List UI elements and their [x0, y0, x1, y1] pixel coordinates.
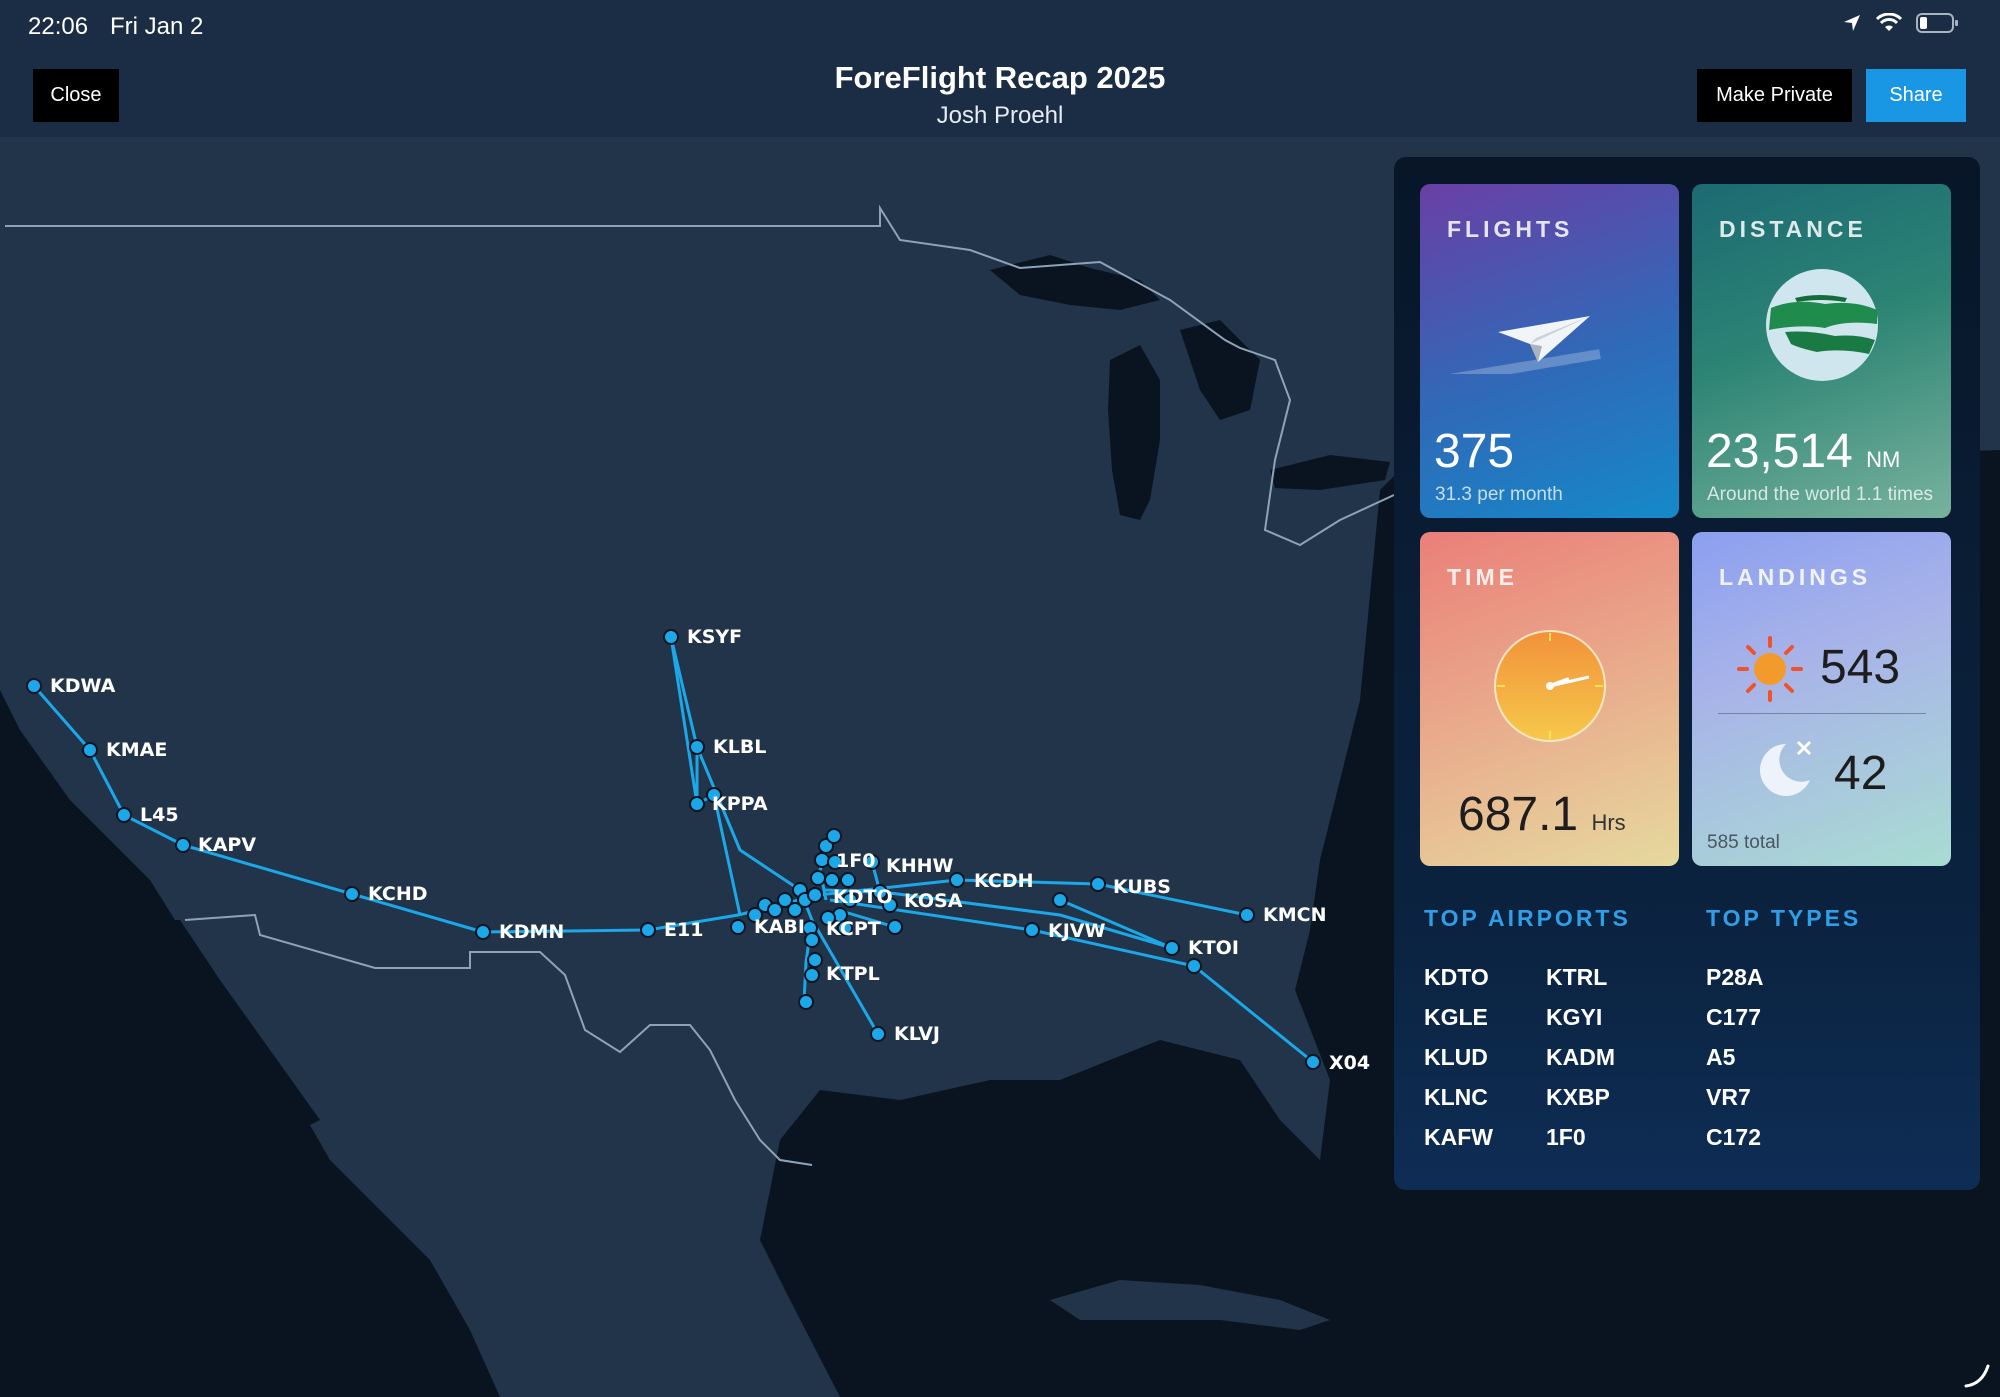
map-label-ktpl: KTPL — [826, 963, 880, 985]
flights-count: 375 — [1434, 425, 1515, 478]
map-label-khhw: KHHW — [886, 855, 954, 877]
top-airport-item: KLNC — [1424, 1084, 1488, 1110]
landings-label: LANDINGS — [1719, 564, 1872, 590]
top-airport-item: KDTO — [1424, 964, 1489, 990]
distance-value: 23,514 NM — [1706, 424, 1900, 479]
distance-around-world: Around the world 1.1 times — [1707, 484, 1934, 505]
make-private-button[interactable]: Make Private — [1697, 69, 1852, 122]
time-card[interactable]: TIME 687.1 Hrs — [1420, 532, 1679, 866]
paper-plane-icon — [1449, 316, 1601, 374]
map-label-kppa: KPPA — [712, 793, 768, 815]
map-label-ksyf: KSYF — [687, 626, 742, 648]
sun-icon — [1737, 636, 1803, 702]
night-landings-count: 42 — [1834, 747, 1888, 800]
top-airport-item: KGYI — [1546, 1004, 1603, 1030]
day-landings-count: 543 — [1820, 641, 1901, 694]
map-label-kchd: KCHD — [368, 883, 428, 905]
map-label-kcdh: KCDH — [974, 870, 1034, 892]
time-unit: Hrs — [1591, 810, 1626, 835]
status-bar: 22:06 Fri Jan 2 — [0, 0, 2000, 50]
globe-icon — [1766, 269, 1878, 381]
top-types-title: TOP TYPES — [1706, 905, 1862, 931]
time-value: 687.1 Hrs — [1458, 787, 1626, 842]
map-label-e11: E11 — [664, 919, 703, 941]
top-airport-item: KGLE — [1424, 1004, 1488, 1030]
map-label-1f0: 1F0 — [836, 850, 875, 872]
top-airport-item: KLUD — [1424, 1044, 1488, 1070]
map-label-kdmn: KDMN — [499, 921, 564, 943]
distance-number: 23,514 — [1706, 425, 1853, 478]
us-mexico-border — [184, 913, 813, 1166]
top-airport-item: KAFW — [1424, 1124, 1493, 1150]
top-type-item: C177 — [1706, 1004, 1761, 1030]
status-icons — [1842, 12, 1960, 34]
status-date: Fri Jan 2 — [110, 13, 204, 40]
top-airports-title: TOP AIRPORTS — [1424, 905, 1631, 931]
flight-routes — [32, 636, 1314, 1064]
top-type-item: C172 — [1706, 1124, 1761, 1150]
flights-card[interactable]: FLIGHTS 375 31.3 per month — [1420, 184, 1679, 518]
close-button[interactable]: Close — [33, 69, 119, 122]
distance-unit: NM — [1866, 447, 1901, 472]
clock-icon — [1494, 630, 1606, 742]
top-airport-item: 1F0 — [1546, 1124, 1586, 1150]
page-title: ForeFlight Recap 2025 — [834, 60, 1166, 95]
time-number: 687.1 — [1458, 788, 1579, 841]
map-label-kabi: KABI — [754, 916, 805, 938]
landings-card[interactable]: LANDINGS 543 42 585 total — [1692, 532, 1951, 866]
great-lakes — [990, 255, 1390, 520]
time-label: TIME — [1447, 564, 1518, 590]
top-type-item: A5 — [1706, 1044, 1736, 1070]
map-label-kdto: KDTO — [833, 886, 893, 908]
map-label-kosa: KOSA — [904, 890, 963, 912]
airport-markers — [26, 629, 1321, 1070]
map-label-x04: X04 — [1329, 1052, 1370, 1074]
map-label-kmcn: KMCN — [1263, 904, 1326, 926]
map-label-kcpt: KCPT — [826, 918, 881, 940]
map-label-kmae: KMAE — [106, 739, 167, 761]
resize-handle-icon[interactable] — [1962, 1360, 1992, 1390]
cuba — [1050, 1280, 1330, 1330]
map-label-ktoi: KTOI — [1188, 937, 1239, 959]
status-time: 22:06 — [28, 13, 89, 40]
pilot-name: Josh Proehl — [936, 102, 1064, 129]
us-canada-border — [5, 204, 1395, 547]
map-label-kjvw: KJVW — [1048, 920, 1105, 942]
distance-card[interactable]: DISTANCE 23,514 NM Around the world 1.1 … — [1692, 184, 1951, 518]
top-airport-item: KADM — [1546, 1044, 1615, 1070]
map-label-kapv: KAPV — [198, 834, 256, 856]
gulf-of-california — [150, 920, 320, 1130]
flights-label: FLIGHTS — [1447, 216, 1574, 242]
map-label-klvj: KLVJ — [894, 1023, 940, 1045]
landings-total: 585 total — [1707, 832, 1780, 853]
location-arrow-icon — [1844, 15, 1860, 31]
moon-icon — [1760, 740, 1812, 796]
wifi-icon — [1876, 13, 1902, 31]
landings-divider — [1718, 713, 1926, 714]
map-label-kdwa: KDWA — [50, 675, 116, 697]
map-label-kubs: KUBS — [1113, 876, 1171, 898]
map-label-klbl: KLBL — [713, 736, 766, 758]
top-airport-item: KXBP — [1546, 1084, 1610, 1110]
flights-per-month: 31.3 per month — [1435, 484, 1563, 505]
share-button[interactable]: Share — [1866, 69, 1966, 122]
top-type-item: VR7 — [1706, 1084, 1751, 1110]
top-airport-item: KTRL — [1546, 964, 1608, 990]
distance-label: DISTANCE — [1719, 216, 1867, 242]
top-type-item: P28A — [1706, 964, 1764, 990]
map-label-l45: L45 — [140, 804, 179, 826]
battery-icon — [1916, 13, 1958, 33]
